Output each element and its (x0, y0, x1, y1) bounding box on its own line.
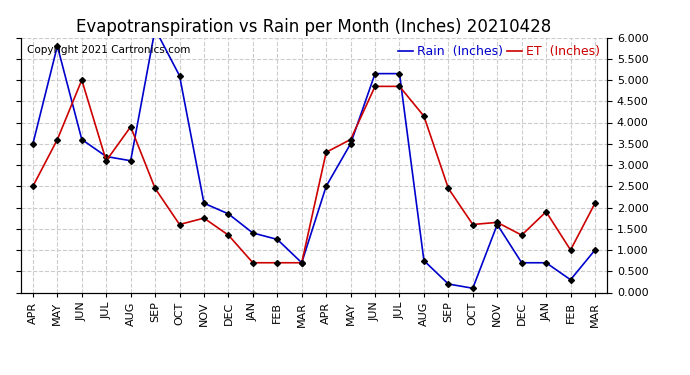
Text: Copyright 2021 Cartronics.com: Copyright 2021 Cartronics.com (26, 45, 190, 55)
Legend: Rain  (Inches), ET  (Inches): Rain (Inches), ET (Inches) (393, 40, 604, 63)
Title: Evapotranspiration vs Rain per Month (Inches) 20210428: Evapotranspiration vs Rain per Month (In… (77, 18, 551, 36)
